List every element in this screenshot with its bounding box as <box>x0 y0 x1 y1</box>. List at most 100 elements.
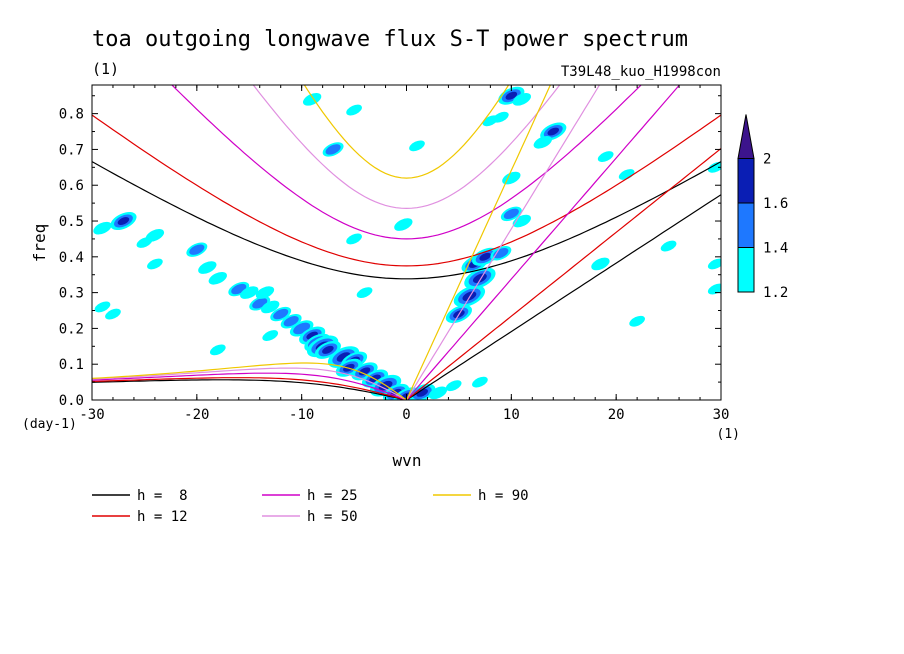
power-cell <box>110 212 137 231</box>
power-cell <box>394 218 413 231</box>
power-cell <box>186 242 208 257</box>
power-cell <box>629 315 645 327</box>
colorbar-label: 1.6 <box>763 196 788 212</box>
y-tick-label: 0.2 <box>59 321 84 337</box>
power-cell <box>409 383 436 400</box>
power-cell <box>428 386 448 400</box>
dispersion-curve-kelvin <box>406 148 721 400</box>
power-cell <box>500 206 522 222</box>
colorbar-segment <box>737 158 755 204</box>
power-cell <box>707 283 721 295</box>
colorbar: 1.2 1.4 1.6 2 <box>737 114 788 301</box>
power-cell <box>445 380 462 392</box>
chart-title: toa outgoing longwave flux S-T power spe… <box>92 27 688 52</box>
legend-item: h = 8 <box>92 488 188 504</box>
dispersion-curve-inertia-gravity <box>92 114 721 267</box>
power-cell <box>591 257 610 271</box>
x-tick-label: -20 <box>184 407 209 423</box>
x-axis: -30 -20 -10 0 10 20 30 <box>79 85 729 423</box>
colorbar-segment <box>737 202 755 248</box>
power-cell <box>356 287 373 299</box>
x-tick-label: -30 <box>79 407 104 423</box>
power-cell <box>512 214 531 228</box>
power-cell <box>262 330 279 341</box>
power-cell <box>209 344 226 356</box>
units-label: (1) <box>92 60 119 78</box>
power-cell <box>502 171 521 185</box>
y-tick-label: 0.3 <box>59 286 84 302</box>
power-cell <box>198 261 217 274</box>
dispersion-curves <box>92 85 721 400</box>
plot-frame <box>91 84 722 401</box>
power-cell <box>533 135 552 149</box>
y-tick-label: 0.6 <box>59 178 84 194</box>
power-cell <box>93 221 112 235</box>
colorbar-segment <box>737 247 755 293</box>
dispersion-curve-kelvin <box>405 85 601 400</box>
y-tick-label: 0.8 <box>59 107 84 123</box>
power-cell <box>346 233 362 245</box>
power-cell <box>472 376 488 388</box>
power-cell <box>618 169 635 180</box>
legend-label: h = 25 <box>307 488 358 504</box>
colorbar-label: 2 <box>763 152 771 168</box>
dispersion-curve-rossby <box>92 367 407 400</box>
power-cell <box>707 258 721 270</box>
y-tick-label: 0.1 <box>59 357 84 373</box>
power-cell <box>490 246 512 261</box>
x-tick-label: 30 <box>713 407 730 423</box>
dispersion-curve-kelvin <box>406 85 681 400</box>
y-tick-label: 0.4 <box>59 250 84 266</box>
power-cell <box>707 161 721 173</box>
x-tick-label: 0 <box>402 407 410 423</box>
power-cell <box>147 258 163 270</box>
dispersion-curve-inertia-gravity <box>303 85 510 179</box>
power-cell <box>136 237 153 248</box>
power-cell <box>464 267 496 290</box>
dispersion-curve-inertia-gravity <box>171 85 642 240</box>
legend-label: h = 12 <box>137 509 188 525</box>
legend-item: h = 90 <box>433 488 529 504</box>
dispersion-curve-rossby <box>92 372 407 400</box>
colorbar-label: 1.2 <box>763 285 788 301</box>
dispersion-curve-inertia-gravity <box>252 85 561 210</box>
legend: h = 8 h = 12 h = 25 h = 50 h = 90 <box>92 488 529 525</box>
power-cell <box>512 93 531 106</box>
legend-item: h = 12 <box>92 509 188 525</box>
colorbar-label: 1.4 <box>763 241 788 257</box>
power-cell <box>314 340 341 359</box>
dispersion-curve-kelvin <box>406 194 721 400</box>
x-tick-label: 10 <box>503 407 520 423</box>
dispersion-curve-rossby <box>92 362 407 400</box>
y-tick-label: 0.0 <box>59 393 84 409</box>
y-unit-label: (day-1) <box>22 417 77 432</box>
power-cell <box>94 301 111 313</box>
power-cell <box>240 286 259 299</box>
dispersion-curve-inertia-gravity <box>92 161 721 280</box>
power-shading <box>93 86 721 400</box>
x-tick-label: -10 <box>289 407 314 423</box>
legend-item: h = 50 <box>262 509 358 525</box>
power-cell <box>105 308 121 320</box>
power-cell <box>660 240 677 252</box>
power-cell <box>322 142 344 157</box>
power-cell <box>208 271 227 285</box>
x-unit-label: (1) <box>717 427 740 442</box>
y-tick-label: 0.5 <box>59 214 84 230</box>
power-cell <box>346 104 362 116</box>
power-cell <box>261 300 280 314</box>
legend-label: h = 50 <box>307 509 358 525</box>
legend-label: h = 90 <box>478 488 529 504</box>
power-cell <box>597 151 614 162</box>
legend-label: h = 8 <box>137 488 188 504</box>
power-cell <box>302 93 322 106</box>
dispersion-curve-kelvin <box>405 85 552 400</box>
run-label: T39L48_kuo_H1998con <box>561 64 721 80</box>
power-cell <box>409 140 425 152</box>
y-tick-label: 0.7 <box>59 142 84 158</box>
y-axis: 0.0 0.1 0.2 0.3 0.4 0.5 0.6 0.7 0.8 <box>59 95 721 409</box>
dispersion-curve-rossby <box>92 379 407 400</box>
y-axis-label: freq <box>30 224 49 263</box>
legend-item: h = 25 <box>262 488 358 504</box>
